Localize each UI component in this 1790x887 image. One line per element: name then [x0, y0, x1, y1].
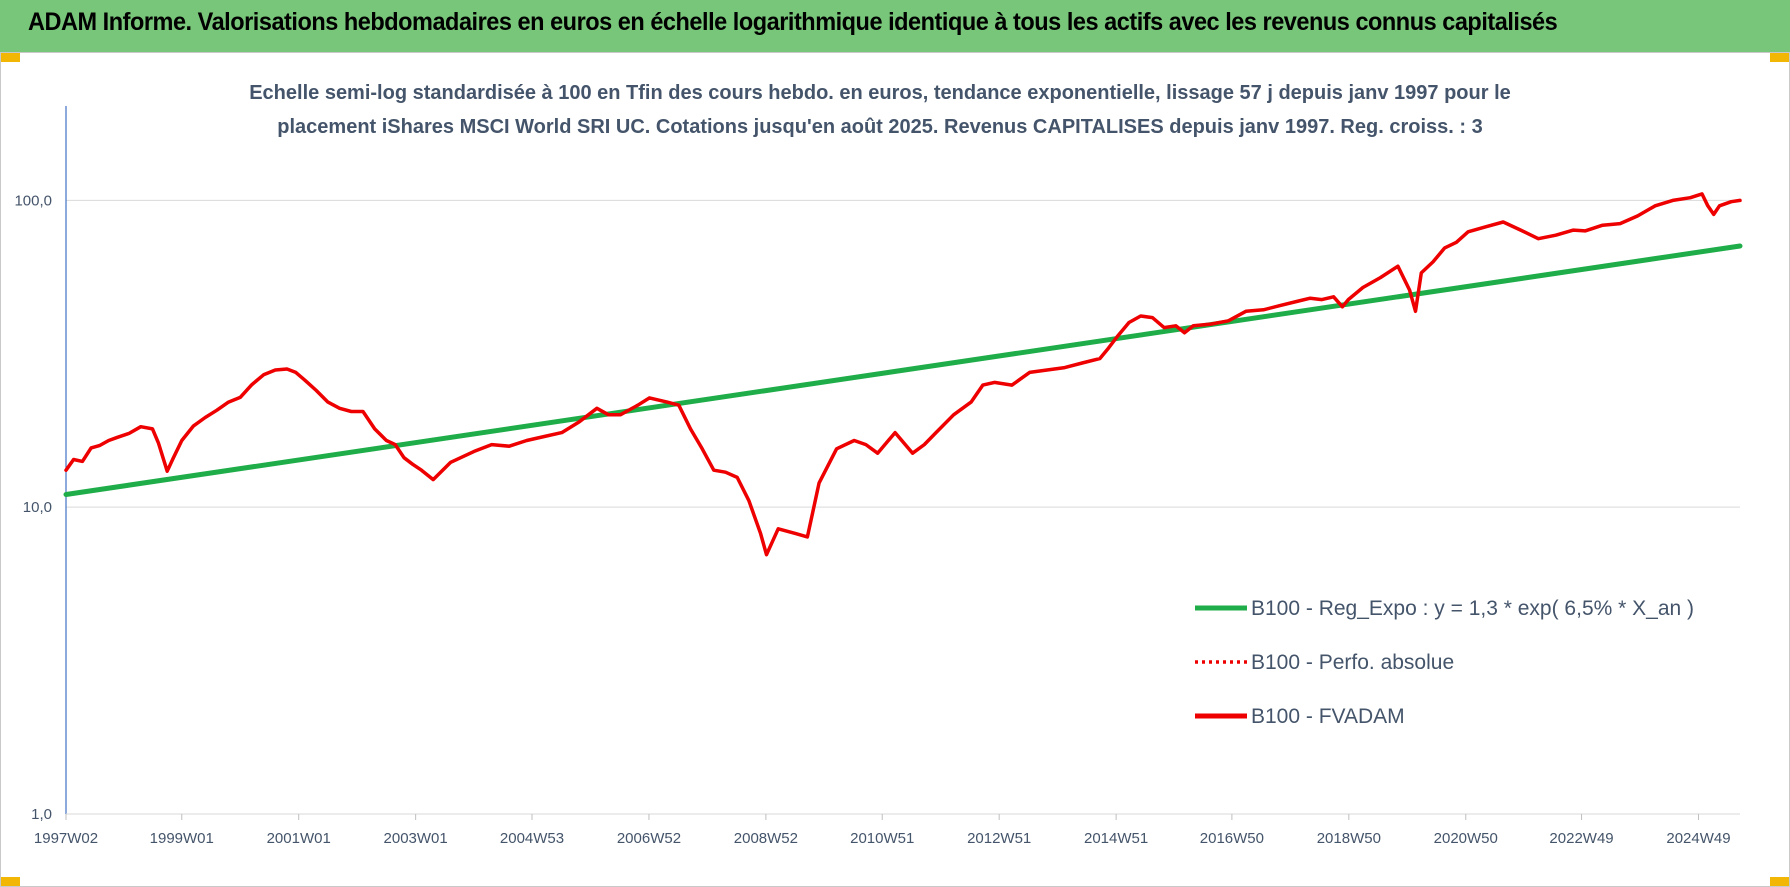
chart-subtitle-line-1: Echelle semi-log standardisée à 100 en T…: [249, 82, 1511, 104]
axes: 1,0 10,0 100,0 1997W02 1999W01 2001W01 2003W01…: [14, 106, 1740, 847]
x-tick-label: 2024W49: [1666, 830, 1730, 847]
series-lines: [63, 192, 1743, 557]
x-tick-label: 2016W50: [1200, 830, 1264, 847]
legend-label: B100 - FVADAM: [1251, 705, 1405, 728]
y-tick-label: 1,0: [31, 806, 52, 823]
trend-line: [63, 243, 1743, 497]
x-tick-label: 2001W01: [267, 830, 331, 847]
legend: B100 - Reg_Expo : y = 1,3 * exp( 6,5% * …: [1195, 597, 1694, 728]
x-tick-label: 2022W49: [1549, 830, 1613, 847]
corner-accent-right: [1770, 52, 1790, 62]
legend-label: B100 - Reg_Expo : y = 1,3 * exp( 6,5% * …: [1251, 597, 1694, 620]
x-tick-label: 2020W50: [1434, 830, 1498, 847]
page-title: ADAM Informe. Valorisations hebdomadaire…: [28, 8, 1558, 36]
chart-subtitle-line-2: placement iShares MSCI World SRI UC. Cot…: [277, 116, 1482, 138]
y-tick-label: 100,0: [14, 192, 52, 209]
corner-accent-left: [0, 52, 20, 62]
corner-accent-bottom-left: [0, 877, 20, 887]
y-tick-label: 10,0: [23, 499, 52, 516]
series-line: [64, 192, 1742, 557]
legend-label: B100 - Perfo. absolue: [1251, 651, 1454, 674]
x-tick-label: 2014W51: [1084, 830, 1148, 847]
x-tick-label: 2008W52: [734, 830, 798, 847]
x-tick-label: 2003W01: [384, 830, 448, 847]
x-tick-label: 2012W51: [967, 830, 1031, 847]
header-bar: ADAM Informe. Valorisations hebdomadaire…: [0, 0, 1790, 52]
gridlines: [66, 199, 1740, 815]
x-tick-label: 2018W50: [1317, 830, 1381, 847]
x-tick-label: 1999W01: [150, 830, 214, 847]
x-tick-label: 2004W53: [500, 830, 564, 847]
corner-accent-bottom-right: [1770, 877, 1790, 887]
x-tick-label: 1997W02: [34, 830, 98, 847]
x-tick-label: 2010W51: [850, 830, 914, 847]
x-tick-label: 2006W52: [617, 830, 681, 847]
